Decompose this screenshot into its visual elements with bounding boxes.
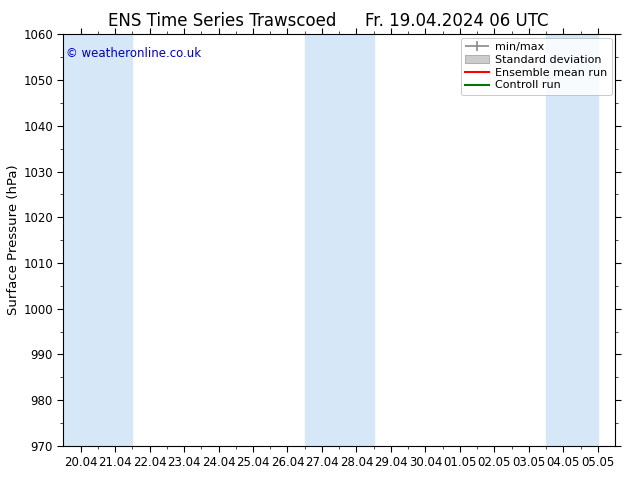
Text: © weatheronline.co.uk: © weatheronline.co.uk xyxy=(66,47,201,60)
Text: Fr. 19.04.2024 06 UTC: Fr. 19.04.2024 06 UTC xyxy=(365,12,548,30)
Legend: min/max, Standard deviation, Ensemble mean run, Controll run: min/max, Standard deviation, Ensemble me… xyxy=(460,38,612,95)
Bar xyxy=(63,34,133,446)
Y-axis label: Surface Pressure (hPa): Surface Pressure (hPa) xyxy=(8,165,20,316)
Bar xyxy=(546,34,598,446)
Text: ENS Time Series Trawscoed: ENS Time Series Trawscoed xyxy=(108,12,336,30)
Bar xyxy=(305,34,373,446)
